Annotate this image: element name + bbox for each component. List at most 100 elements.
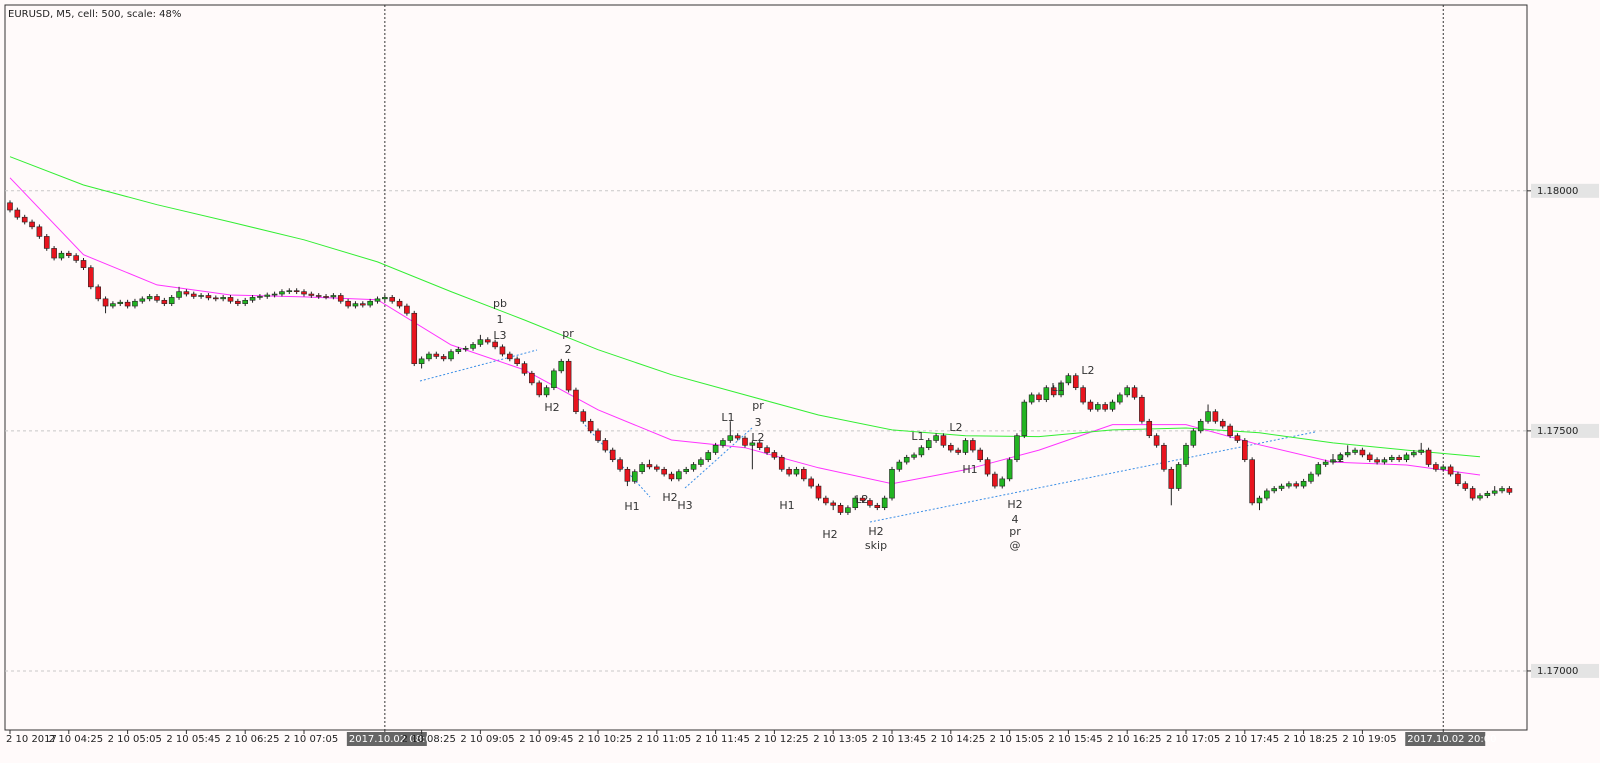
x-tick-label: 2 10 14:25: [931, 734, 985, 745]
candle-body: [1050, 387, 1057, 396]
candle-body: [903, 456, 910, 463]
candle-body: [705, 452, 712, 460]
candle-body: [154, 296, 160, 301]
candle-body: [51, 248, 57, 259]
candle-body: [1271, 488, 1277, 492]
candle-body: [609, 449, 616, 460]
annotation: L1: [1051, 381, 1064, 394]
candle-body: [1036, 394, 1042, 400]
candle-body: [1190, 430, 1197, 446]
candle-body: [867, 500, 873, 506]
candle-body: [1175, 464, 1182, 489]
candle-body: [1021, 401, 1028, 436]
candle-body: [661, 468, 667, 475]
candle-body: [1249, 459, 1255, 504]
candle-body: [198, 295, 204, 297]
candle-body: [492, 341, 498, 348]
candle-body: [1006, 459, 1013, 480]
candle-body: [1359, 449, 1366, 456]
candle-body: [7, 202, 13, 211]
candle-body: [213, 297, 219, 300]
candle-body: [168, 297, 175, 304]
candle-body: [352, 303, 359, 307]
candle-body: [1087, 401, 1094, 410]
candle-body: [947, 444, 954, 451]
candle-body: [639, 464, 645, 472]
candle-body: [925, 440, 932, 448]
annotation: H1: [962, 463, 977, 476]
candle-body: [293, 290, 300, 292]
candle-body: [815, 485, 822, 499]
y-tick-label: 1.17500: [1537, 426, 1578, 437]
candle-body: [786, 468, 792, 475]
candle-body: [970, 440, 976, 451]
trend-line: [684, 427, 753, 489]
x-tick-label: 2 10 11:45: [696, 734, 750, 745]
candle-body: [1300, 480, 1307, 487]
candle-body: [918, 447, 925, 456]
y-tick-box: [1531, 423, 1599, 438]
candle-body: [440, 356, 447, 360]
candle-body: [117, 301, 124, 304]
candle-body: [389, 297, 396, 302]
candle-body: [558, 360, 565, 372]
candle-body: [477, 339, 484, 345]
candle-body: [1183, 444, 1189, 465]
candle-body: [205, 295, 212, 299]
annotation: @: [1010, 539, 1021, 552]
candle-body: [631, 471, 638, 482]
candle-body: [1322, 461, 1329, 465]
annotation: H2: [868, 525, 883, 538]
candle-body: [1455, 473, 1461, 484]
y-tick-label: 1.18000: [1537, 186, 1578, 197]
x-tick-label: 2 10 13:45: [872, 734, 926, 745]
annotation: L1: [721, 411, 734, 424]
candle-body: [793, 468, 800, 475]
plot-frame: [4, 4, 1528, 731]
y-tick-label: 1.17000: [1537, 666, 1578, 677]
moving-average: [9, 156, 1481, 458]
candle-body: [1477, 495, 1483, 499]
candle-body: [1403, 454, 1410, 460]
candle-body: [359, 303, 366, 306]
candle-body: [43, 236, 50, 249]
x-tick-label: 2 10 09:05: [460, 734, 514, 745]
annotation: H2: [662, 491, 677, 504]
candle-body: [66, 252, 72, 256]
candle-body: [1433, 464, 1439, 470]
x-tick-label: 2 10 11:05: [637, 734, 691, 745]
candle-body: [940, 435, 947, 446]
x-tick-label: 2 10 10:25: [578, 734, 632, 745]
candle-body: [720, 440, 726, 446]
candle-body: [484, 339, 491, 343]
candle-body: [345, 300, 351, 307]
candle-body: [734, 435, 741, 439]
candle-body: [95, 286, 101, 300]
candle-body: [859, 497, 866, 501]
candle-body: [1337, 454, 1344, 460]
x-tick-box: [346, 732, 427, 746]
candle-body: [587, 420, 594, 432]
candle-body: [573, 389, 579, 412]
candle-body: [1072, 375, 1079, 388]
candle-body: [977, 449, 984, 460]
candle-body: [992, 473, 998, 487]
x-tick-label: 2 10 16:25: [1107, 734, 1161, 745]
candle-body: [1352, 449, 1358, 453]
candle-body: [470, 344, 476, 349]
candle-body: [1440, 466, 1447, 470]
candle-body: [1286, 483, 1292, 487]
candle-body: [176, 291, 182, 298]
candle-body: [315, 295, 322, 297]
candle-body: [1065, 375, 1072, 384]
candle-body: [962, 440, 969, 453]
x-tick-label: 2 10 08:25: [402, 734, 456, 745]
candle-body: [506, 353, 513, 360]
candle-body: [161, 299, 168, 304]
candle-body: [646, 464, 653, 468]
candle-body: [580, 411, 587, 422]
annotation: L1: [911, 430, 924, 443]
candle-body: [110, 303, 116, 307]
candle-body: [286, 290, 293, 292]
candle-body: [367, 300, 373, 306]
